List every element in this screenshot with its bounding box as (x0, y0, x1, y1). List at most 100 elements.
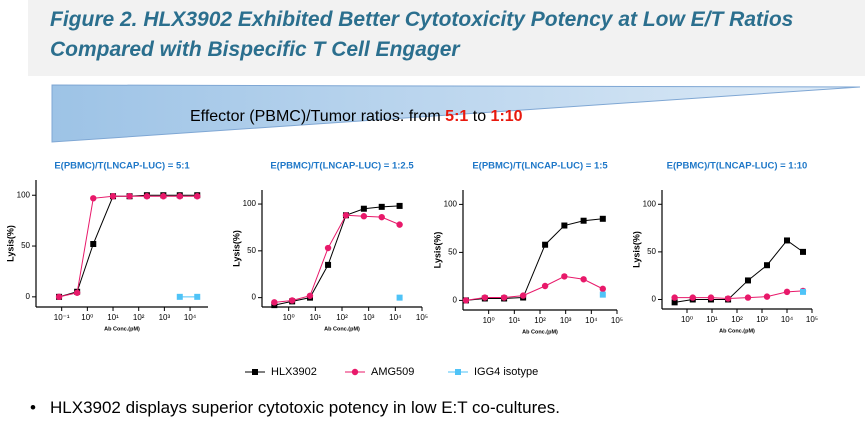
data-point (176, 293, 183, 300)
data-point (764, 262, 771, 269)
legend-label: IGG4 isotype (474, 366, 538, 378)
banner-text: Effector (PBMC)/Tumor ratios: from (190, 108, 441, 125)
x-tick-label: 10⁰ (81, 313, 93, 322)
x-tick-label: 10² (133, 313, 145, 322)
data-point (580, 217, 587, 224)
x-tick-label: 10² (731, 315, 743, 324)
x-tick-label: 10¹ (509, 316, 521, 325)
chart-title: E(PBMC)/T(LNCAP-LUC) = 1:2.5 (270, 161, 414, 172)
data-point (160, 193, 167, 200)
data-point (342, 212, 350, 219)
x-tick-label: 10⁵ (806, 315, 818, 324)
title-line: Compared with Bispecific T Cell Engager (50, 38, 460, 61)
data-point (73, 289, 81, 296)
data-point (744, 294, 752, 301)
data-point (194, 293, 201, 300)
series-line (274, 205, 400, 306)
chart-title: E(PBMC)/T(LNCAP-LUC) = 1:5 (472, 161, 608, 172)
y-axis-label: Lysis(%) (631, 231, 641, 268)
header: Figure 2. HLX3902 Exhibited Better Cytot… (28, 0, 865, 76)
legend-marker (252, 369, 258, 375)
series-line (465, 275, 604, 301)
data-point (561, 273, 568, 280)
data-point (396, 294, 403, 301)
data-point (396, 221, 403, 228)
chart-title: E(PBMC)/T(LNCAP-LUC) = 5:1 (54, 161, 190, 172)
data-point (109, 193, 117, 200)
data-point (462, 297, 470, 304)
bullet-text: HLX3902 displays superior cytotoxic pote… (30, 398, 560, 418)
x-tick-label: 10⁰ (483, 316, 495, 325)
x-tick-label: 10⁻¹ (54, 313, 70, 322)
y-tick-label: 0 (26, 292, 31, 301)
data-point (799, 248, 806, 255)
y-axis-label: Lysis(%) (5, 225, 15, 262)
data-point (580, 276, 587, 283)
x-tick-label: 10³ (560, 316, 572, 325)
y-tick-label: 100 (17, 190, 31, 199)
x-tick-label: 10⁴ (781, 315, 794, 324)
data-point (288, 297, 296, 304)
data-point (378, 213, 385, 221)
y-tick-label: 100 (444, 200, 458, 209)
data-point (784, 237, 790, 244)
data-point (541, 282, 549, 290)
y-tick-label: 50 (247, 246, 256, 255)
data-point (143, 193, 151, 200)
data-point (561, 222, 568, 229)
data-point (324, 244, 332, 252)
x-tick-label: 10³ (756, 315, 768, 324)
data-point (176, 193, 183, 200)
legend-label: HLX3902 (271, 366, 317, 378)
legend-label: AMG509 (371, 366, 414, 378)
data-point (763, 293, 771, 300)
ratio-wedge (51, 84, 861, 143)
legend-marker (455, 369, 461, 375)
data-point (689, 294, 696, 301)
chart-title: E(PBMC)/T(LNCAP-LUC) = 1:10 (667, 161, 808, 172)
series-line (274, 214, 400, 303)
data-point (599, 285, 607, 293)
y-tick-label: 100 (243, 199, 257, 208)
title-line: Figure 2. HLX3902 Exhibited Better Cytot… (50, 8, 794, 31)
data-point (360, 205, 367, 212)
x-tick-label: 10⁴ (585, 316, 598, 325)
x-tick-label: 10⁰ (681, 315, 693, 324)
data-point (724, 295, 732, 302)
banner: Effector (PBMC)/Tumor ratios: from 5:1 t… (190, 108, 523, 126)
x-tick-label: 10⁵ (416, 313, 428, 322)
x-tick-label: 10⁴ (389, 313, 402, 322)
y-tick-label: 0 (453, 296, 458, 305)
series-line (465, 218, 603, 301)
data-point (744, 277, 751, 284)
data-point (325, 261, 332, 268)
series-line (674, 239, 804, 303)
ratio-from: 5:1 (445, 108, 469, 125)
data-point (194, 193, 201, 200)
data-point (306, 292, 314, 299)
data-point (599, 291, 606, 298)
data-point (90, 195, 97, 202)
x-tick-label: 10³ (159, 313, 171, 322)
data-point (542, 241, 549, 248)
x-axis-label: Ab Conc.(pM) (522, 329, 558, 335)
y-tick-label: 100 (643, 199, 657, 208)
data-point (783, 288, 791, 296)
data-point (799, 288, 806, 295)
data-point (360, 213, 368, 220)
x-tick-label: 10¹ (310, 313, 322, 322)
data-point (519, 292, 527, 299)
x-tick-label: 10³ (363, 313, 375, 322)
ratio-to: 1:10 (490, 108, 523, 125)
data-point (671, 294, 678, 301)
y-tick-label: 50 (21, 241, 30, 250)
y-axis-label: Lysis(%) (231, 230, 241, 267)
x-axis-label: Ab Conc.(pM) (324, 326, 360, 332)
data-point (55, 293, 63, 301)
series-line (58, 194, 198, 298)
x-axis-label: Ab Conc.(pM) (719, 328, 755, 334)
x-tick-label: 10² (534, 316, 546, 325)
banner-joiner: to (472, 108, 487, 125)
x-tick-label: 10¹ (107, 313, 119, 322)
data-point (90, 241, 97, 248)
